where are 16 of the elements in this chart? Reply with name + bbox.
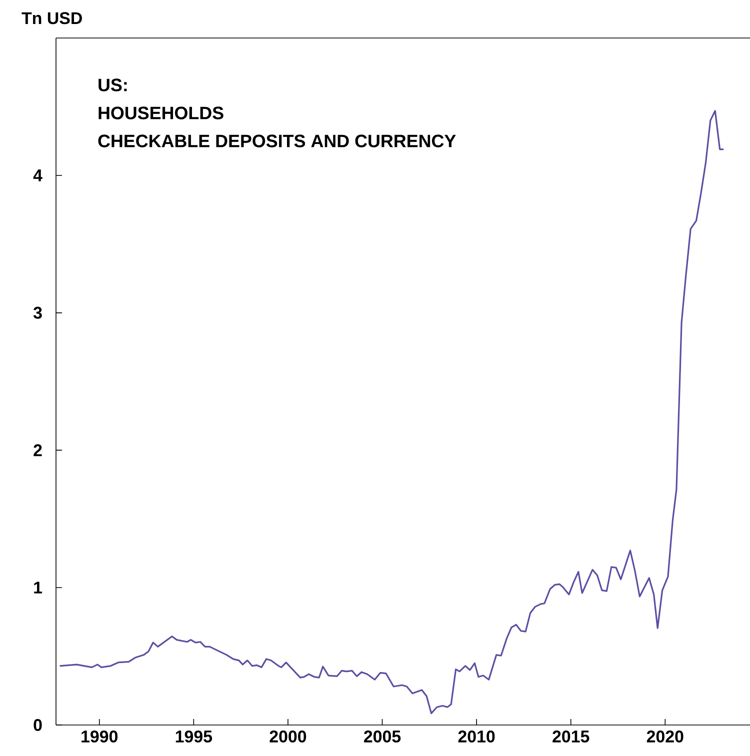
y-tick-label: 0 [34, 718, 42, 731]
y-axis-title: Tn USD [22, 12, 82, 24]
x-tick-label: 1990 [82, 730, 118, 743]
annotation: CHECKABLE DEPOSITS AND CURRENCY [98, 134, 456, 148]
y-tick-label: 4 [33, 170, 42, 182]
x-tick-label: 2010 [458, 730, 495, 743]
y-tick-label: 1 [34, 582, 42, 594]
x-tick-label: 2005 [364, 730, 401, 743]
text: HOUSEHOLDS [98, 106, 224, 120]
y-tick-label: 2 [34, 444, 42, 456]
x-tick-label: 2015 [552, 730, 590, 743]
x-tick-label: 2020 [646, 730, 684, 743]
x-tick-label: 2000 [270, 730, 306, 743]
x-tick-label: 1995 [176, 730, 212, 743]
text: US: [98, 78, 127, 92]
y-tick-label: 3 [33, 306, 42, 319]
